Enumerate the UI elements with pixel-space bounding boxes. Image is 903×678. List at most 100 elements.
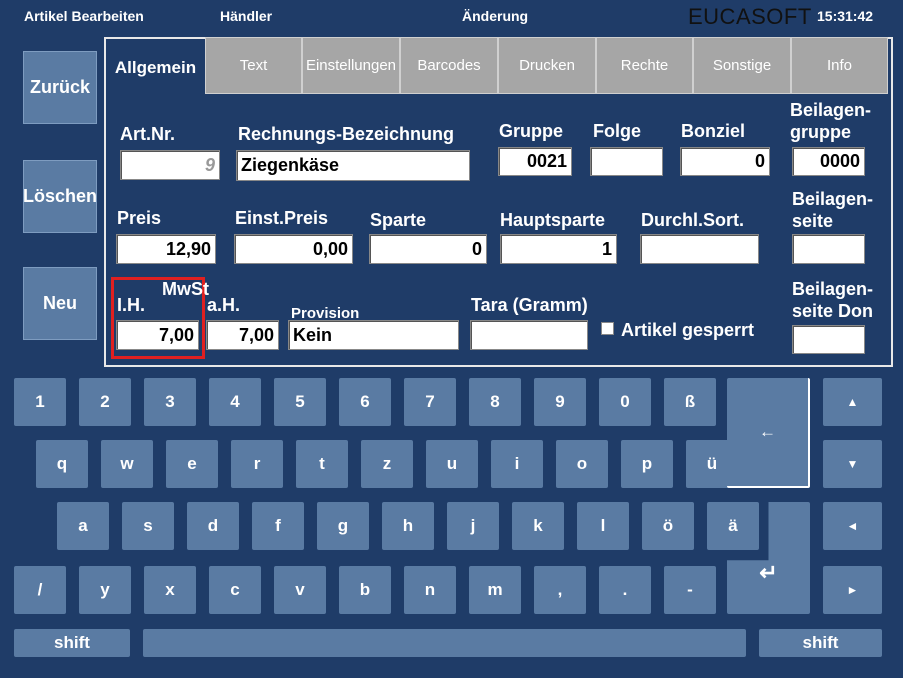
text-input[interactable]: Ziegenkäse [236,150,470,181]
field-label: Tara (Gramm) [471,295,588,315]
key[interactable]: v [274,566,326,614]
key[interactable]: ö [642,502,694,550]
key[interactable]: s [122,502,174,550]
field-label: Sparte [370,210,427,230]
field-label: Folge [593,121,641,141]
clock: 15:31:42 [817,8,874,24]
key[interactable]: u [426,440,478,488]
key[interactable]: d [187,502,239,550]
tab[interactable]: Einstellungen [302,37,400,94]
key[interactable]: x [144,566,196,614]
key[interactable]: 0 [599,378,651,426]
text-input[interactable]: 7,00 [116,320,199,350]
key[interactable]: g [317,502,369,550]
field-label: seite [792,211,834,231]
field-label: Bonziel [681,121,746,141]
text-input[interactable] [470,320,588,350]
key[interactable]: m [469,566,521,614]
shift-key[interactable]: shift [759,629,882,657]
checkbox[interactable] [601,322,614,335]
key[interactable]: f [252,502,304,550]
key[interactable]: y [79,566,131,614]
tab[interactable]: Info [791,37,888,94]
key[interactable]: e [166,440,218,488]
highlight-box [111,277,205,359]
text-input[interactable] [640,234,759,264]
key[interactable]: 2 [79,378,131,426]
arrow-key[interactable]: ► [823,566,882,614]
field-label: a.H. [207,295,241,315]
key[interactable]: , [534,566,586,614]
key[interactable]: r [231,440,283,488]
side-button[interactable]: Löschen [23,160,97,233]
window-title: Artikel Bearbeiten [24,8,144,24]
text-input[interactable] [792,325,865,354]
arrow-key[interactable]: ◄ [823,502,882,550]
key[interactable]: b [339,566,391,614]
key[interactable]: 4 [209,378,261,426]
field-label: Art.Nr. [120,124,176,144]
tab[interactable]: Barcodes [400,37,498,94]
side-button[interactable]: Zurück [23,51,97,124]
key[interactable]: z [361,440,413,488]
key[interactable]: 5 [274,378,326,426]
checkbox-label: Artikel gesperrt [621,320,755,340]
text-input[interactable]: 0 [680,147,770,176]
key[interactable]: h [382,502,434,550]
key[interactable]: i [491,440,543,488]
field-label: Provision [291,305,360,322]
shift-key[interactable]: shift [14,629,130,657]
text-input[interactable]: 0 [369,234,487,264]
field-label: Gruppe [499,121,564,141]
text-input[interactable] [590,147,663,176]
text-input[interactable]: 0000 [792,147,865,176]
side-button[interactable]: Neu [23,267,97,340]
tab[interactable]: Text [205,37,302,94]
key[interactable]: 3 [144,378,196,426]
field-label: Beilagen- [792,279,874,299]
key[interactable]: w [101,440,153,488]
key[interactable]: ä [707,502,759,550]
key[interactable]: . [599,566,651,614]
key[interactable]: t [296,440,348,488]
key[interactable]: ß [664,378,716,426]
text-input[interactable]: 9 [120,150,220,180]
key[interactable]: 7 [404,378,456,426]
key[interactable]: 8 [469,378,521,426]
text-input[interactable]: 1 [500,234,617,264]
tab[interactable]: Drucken [498,37,596,94]
text-input[interactable]: 7,00 [206,320,279,350]
text-input[interactable] [792,234,865,264]
tab[interactable]: Sonstige [693,37,791,94]
key[interactable]: n [404,566,456,614]
key[interactable]: j [447,502,499,550]
dealer-label: Händler [220,8,273,24]
tab[interactable]: Allgemein [106,39,205,96]
key[interactable]: k [512,502,564,550]
arrow-key[interactable]: ▼ [823,440,882,488]
backspace-key[interactable]: ← [727,378,810,488]
key[interactable]: c [209,566,261,614]
key[interactable]: - [664,566,716,614]
field-label: gruppe [790,122,851,142]
key[interactable]: 6 [339,378,391,426]
text-input[interactable]: 12,90 [116,234,216,264]
text-input[interactable]: 0,00 [234,234,353,264]
tab[interactable]: Rechte [596,37,693,94]
key[interactable]: q [36,440,88,488]
field-label: Beilagen- [792,189,874,209]
field-label: Hauptsparte [500,210,606,230]
key[interactable]: / [14,566,66,614]
text-input[interactable]: Kein [288,320,459,350]
mode-label: Änderung [462,8,529,24]
field-label: Beilagen- [790,100,872,120]
arrow-key[interactable]: ▲ [823,378,882,426]
key[interactable]: p [621,440,673,488]
key[interactable]: a [57,502,109,550]
key[interactable]: 1 [14,378,66,426]
key[interactable]: o [556,440,608,488]
key[interactable]: 9 [534,378,586,426]
key[interactable]: l [577,502,629,550]
text-input[interactable]: 0021 [498,147,572,176]
space-key[interactable] [143,629,746,657]
